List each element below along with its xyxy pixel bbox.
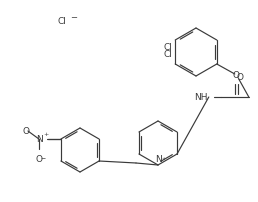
Text: Cl: Cl xyxy=(58,18,67,26)
Text: Cl: Cl xyxy=(163,43,172,52)
Text: ⁺: ⁺ xyxy=(162,156,166,164)
Text: −: − xyxy=(70,14,77,22)
Text: O: O xyxy=(236,73,243,81)
Text: Cl: Cl xyxy=(163,50,172,59)
Text: N: N xyxy=(36,135,43,143)
Text: O: O xyxy=(232,71,239,80)
Text: N: N xyxy=(156,155,162,164)
Text: +: + xyxy=(43,132,49,137)
Text: NH: NH xyxy=(194,93,208,101)
Text: O: O xyxy=(35,155,43,164)
Text: O: O xyxy=(22,127,29,136)
Text: −: − xyxy=(40,156,46,161)
